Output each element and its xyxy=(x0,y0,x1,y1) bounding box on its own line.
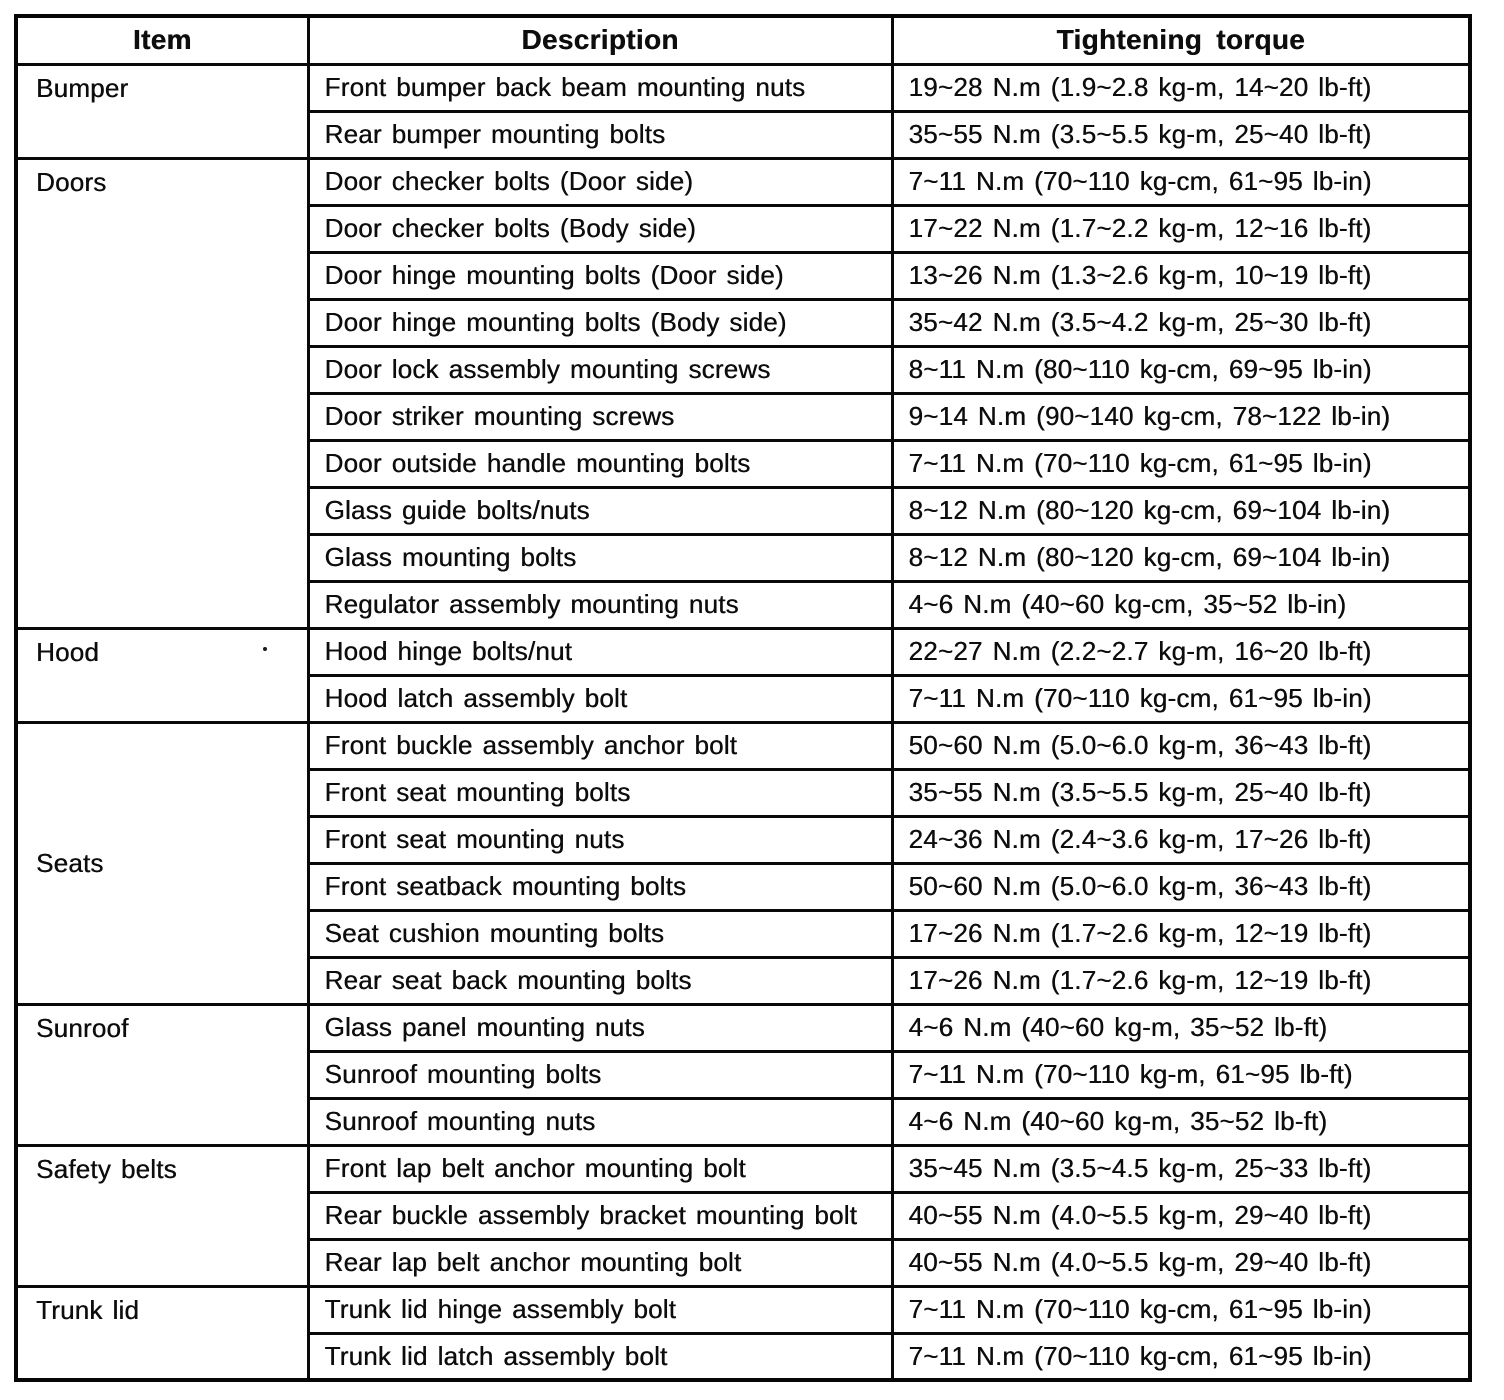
item-cell: Safety belts xyxy=(14,1143,310,1288)
table-row: Front seat mounting nuts 24~36 N.m (2.4~3… xyxy=(16,814,1472,865)
column-header-description: Description xyxy=(306,14,894,66)
item-cell: Doors xyxy=(14,156,310,630)
description-cell: Hood hinge bolts/nut xyxy=(306,626,894,677)
table-row: Doors Door checker bolts (Door side) 7~11 … xyxy=(14,156,1472,630)
torque-cell: 19~28 N.m (1.9~2.8 kg-m, 14~20 lb-ft) xyxy=(890,62,1472,113)
table-row: Door checker bolts (Body side) 17~22 N.m … xyxy=(16,203,1472,254)
description-cell: Front bumper back beam mounting nuts xyxy=(306,62,894,113)
scan-speck-artifact xyxy=(263,647,267,651)
table-row: Trunk lid Trunk lid hinge assembly bolt 7~… xyxy=(14,1284,1472,1382)
torque-cell: 17~26 N.m (1.7~2.6 kg-m, 12~19 lb-ft) xyxy=(890,955,1472,1006)
tightening-torque-table: Item Description Tightening torque Bumpe… xyxy=(14,14,1472,1382)
table-row: Door hinge mounting bolts (Body side) 35~… xyxy=(16,297,1472,348)
table-row: Door hinge mounting bolts (Door side) 13~… xyxy=(16,250,1472,301)
torque-cell: 8~12 N.m (80~120 kg-cm, 69~104 lb-in) xyxy=(890,485,1472,536)
item-cell: Seats xyxy=(14,720,310,1006)
torque-cell: 22~27 N.m (2.2~2.7 kg-m, 16~20 lb-ft) xyxy=(890,626,1472,677)
description-cell: Seat cushion mounting bolts xyxy=(306,908,894,959)
torque-cell: 4~6 N.m (40~60 kg-m, 35~52 lb-ft) xyxy=(890,1096,1472,1147)
table-row: Sunroof mounting bolts 7~11 N.m (70~110 k… xyxy=(16,1049,1472,1100)
table-row: Front seat mounting bolts 35~55 N.m (3.5~… xyxy=(16,767,1472,818)
table-row: Hood latch assembly bolt 7~11 N.m (70~110… xyxy=(16,673,1472,724)
torque-cell: 24~36 N.m (2.4~3.6 kg-m, 17~26 lb-ft) xyxy=(890,814,1472,865)
table-row: Rear bumper mounting bolts 35~55 N.m (3.5… xyxy=(16,109,1472,160)
description-cell: Glass guide bolts/nuts xyxy=(306,485,894,536)
torque-cell: 35~55 N.m (3.5~5.5 kg-m, 25~40 lb-ft) xyxy=(890,109,1472,160)
description-cell: Trunk lid latch assembly bolt xyxy=(306,1331,894,1382)
torque-cell: 7~11 N.m (70~110 kg-cm, 61~95 lb-in) xyxy=(890,1284,1472,1335)
description-cell: Front buckle assembly anchor bolt xyxy=(306,720,894,771)
description-cell: Door outside handle mounting bolts xyxy=(306,438,894,489)
table-row: Glass mounting bolts 8~12 N.m (80~120 kg-… xyxy=(16,532,1472,583)
torque-cell: 35~42 N.m (3.5~4.2 kg-m, 25~30 lb-ft) xyxy=(890,297,1472,348)
description-cell: Trunk lid hinge assembly bolt xyxy=(306,1284,894,1335)
item-cell: Bumper xyxy=(14,62,310,160)
torque-cell: 35~45 N.m (3.5~4.5 kg-m, 25~33 lb-ft) xyxy=(890,1143,1472,1194)
torque-cell: 40~55 N.m (4.0~5.5 kg-m, 29~40 lb-ft) xyxy=(890,1190,1472,1241)
description-cell: Rear bumper mounting bolts xyxy=(306,109,894,160)
torque-cell: 9~14 N.m (90~140 kg-cm, 78~122 lb-in) xyxy=(890,391,1472,442)
torque-cell: 7~11 N.m (70~110 kg-cm, 61~95 lb-in) xyxy=(890,673,1472,724)
table-row: Door outside handle mounting bolts 7~11 N… xyxy=(16,438,1472,489)
torque-cell: 7~11 N.m (70~110 kg-m, 61~95 lb-ft) xyxy=(890,1049,1472,1100)
table-row: Glass guide bolts/nuts 8~12 N.m (80~120 k… xyxy=(16,485,1472,536)
torque-cell: 4~6 N.m (40~60 kg-cm, 35~52 lb-in) xyxy=(890,579,1472,630)
description-cell: Front seat mounting bolts xyxy=(306,767,894,818)
torque-cell: 7~11 N.m (70~110 kg-cm, 61~95 lb-in) xyxy=(890,438,1472,489)
item-cell: Hood xyxy=(14,626,310,724)
torque-cell: 17~26 N.m (1.7~2.6 kg-m, 12~19 lb-ft) xyxy=(890,908,1472,959)
torque-cell: 50~60 N.m (5.0~6.0 kg-m, 36~43 lb-ft) xyxy=(890,720,1472,771)
torque-cell: 50~60 N.m (5.0~6.0 kg-m, 36~43 lb-ft) xyxy=(890,861,1472,912)
description-cell: Sunroof mounting nuts xyxy=(306,1096,894,1147)
table-row: Safety belts Front lap belt anchor mounti… xyxy=(14,1143,1472,1288)
description-cell: Regulator assembly mounting nuts xyxy=(306,579,894,630)
description-cell: Door striker mounting screws xyxy=(306,391,894,442)
torque-cell: 7~11 N.m (70~110 kg-cm, 61~95 lb-in) xyxy=(890,156,1472,207)
torque-cell: 40~55 N.m (4.0~5.5 kg-m, 29~40 lb-ft) xyxy=(890,1237,1472,1288)
description-cell: Glass mounting bolts xyxy=(306,532,894,583)
torque-cell: 35~55 N.m (3.5~5.5 kg-m, 25~40 lb-ft) xyxy=(890,767,1472,818)
table-row: Sunroof Glass panel mounting nuts 4~6 N.m … xyxy=(14,1002,1472,1147)
header-row: Item Description Tightening torque xyxy=(14,14,1472,66)
description-cell: Hood latch assembly bolt xyxy=(306,673,894,724)
table-row: Rear buckle assembly bracket mounting bo… xyxy=(16,1190,1472,1241)
table-row: Hood Hood hinge bolts/nut 22~27 N.m (2.2~2… xyxy=(14,626,1472,724)
description-cell: Front seat mounting nuts xyxy=(306,814,894,865)
torque-cell: 13~26 N.m (1.3~2.6 kg-m, 10~19 lb-ft) xyxy=(890,250,1472,301)
torque-cell: 4~6 N.m (40~60 kg-m, 35~52 lb-ft) xyxy=(890,1002,1472,1053)
table-row: Door lock assembly mounting screws 8~11 N… xyxy=(16,344,1472,395)
description-cell: Door hinge mounting bolts (Body side) xyxy=(306,297,894,348)
table-row: Door striker mounting screws 9~14 N.m (90… xyxy=(16,391,1472,442)
table-row: Seat cushion mounting bolts 17~26 N.m (1.… xyxy=(16,908,1472,959)
description-cell: Door hinge mounting bolts (Door side) xyxy=(306,250,894,301)
table-row: Rear seat back mounting bolts 17~26 N.m (… xyxy=(16,955,1472,1006)
table-row: Front seatback mounting bolts 50~60 N.m (… xyxy=(16,861,1472,912)
table-body: Bumper Front bumper back beam mounting nu… xyxy=(14,62,1472,1382)
item-cell: Trunk lid xyxy=(14,1284,310,1382)
description-cell: Rear seat back mounting bolts xyxy=(306,955,894,1006)
table-row: Bumper Front bumper back beam mounting nu… xyxy=(14,62,1472,160)
description-cell: Front seatback mounting bolts xyxy=(306,861,894,912)
table-row: Trunk lid latch assembly bolt 7~11 N.m (7… xyxy=(16,1331,1472,1382)
table-row: Seats Front buckle assembly anchor bolt 50… xyxy=(14,720,1472,1006)
column-header-tightening-torque: Tightening torque xyxy=(890,14,1472,66)
description-cell: Sunroof mounting bolts xyxy=(306,1049,894,1100)
table-row: Sunroof mounting nuts 4~6 N.m (40~60 kg-m… xyxy=(16,1096,1472,1147)
torque-cell: 8~12 N.m (80~120 kg-cm, 69~104 lb-in) xyxy=(890,532,1472,583)
item-cell: Sunroof xyxy=(14,1002,310,1147)
description-cell: Door checker bolts (Body side) xyxy=(306,203,894,254)
table-row: Regulator assembly mounting nuts 4~6 N.m … xyxy=(16,579,1472,630)
torque-cell: 7~11 N.m (70~110 kg-cm, 61~95 lb-in) xyxy=(890,1331,1472,1382)
table-row: Rear lap belt anchor mounting bolt 40~55 … xyxy=(16,1237,1472,1288)
description-cell: Front lap belt anchor mounting bolt xyxy=(306,1143,894,1194)
description-cell: Glass panel mounting nuts xyxy=(306,1002,894,1053)
description-cell: Rear buckle assembly bracket mounting bo… xyxy=(306,1190,894,1241)
torque-cell: 17~22 N.m (1.7~2.2 kg-m, 12~16 lb-ft) xyxy=(890,203,1472,254)
torque-cell: 8~11 N.m (80~110 kg-cm, 69~95 lb-in) xyxy=(890,344,1472,395)
description-cell: Rear lap belt anchor mounting bolt xyxy=(306,1237,894,1288)
description-cell: Door lock assembly mounting screws xyxy=(306,344,894,395)
description-cell: Door checker bolts (Door side) xyxy=(306,156,894,207)
column-header-item: Item xyxy=(14,14,310,66)
